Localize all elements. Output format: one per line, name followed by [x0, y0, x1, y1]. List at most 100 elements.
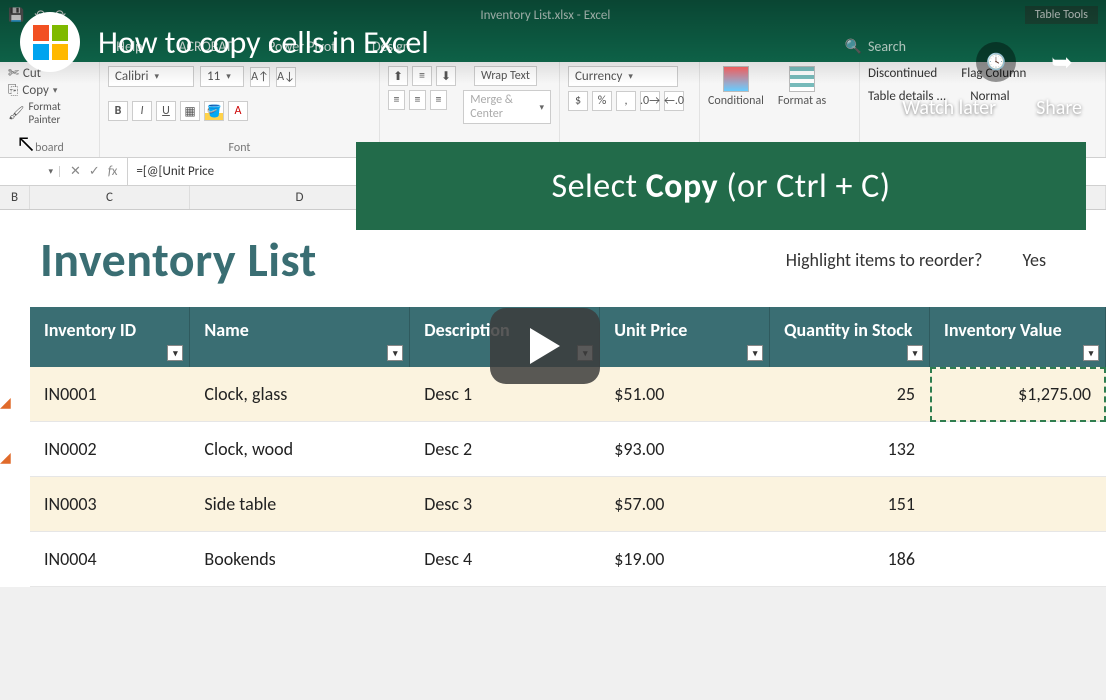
format-as-table-button[interactable]: Format as: [778, 66, 826, 108]
cell-value[interactable]: [930, 422, 1106, 477]
table-style-discontinued[interactable]: Discontinued: [868, 66, 937, 81]
tab-acrobat[interactable]: ACROBAT: [173, 34, 239, 59]
number-format-select[interactable]: Currency▾: [568, 66, 678, 87]
col-header-B[interactable]: B: [0, 186, 30, 209]
cell-desc[interactable]: Desc 2: [410, 422, 600, 477]
enter-formula-icon[interactable]: ✓: [89, 164, 100, 179]
th-qty-stock[interactable]: Quantity in Stock▾: [770, 307, 930, 367]
tab-powerpivot[interactable]: Power Pivot: [262, 34, 342, 59]
filter-icon[interactable]: ▾: [167, 345, 183, 361]
tell-me-search[interactable]: 🔍 Search: [845, 38, 907, 55]
comma-button[interactable]: ,: [616, 91, 636, 111]
cell-qty[interactable]: 151: [770, 477, 930, 532]
th-inventory-id[interactable]: Inventory ID▾: [30, 307, 190, 367]
percent-button[interactable]: %: [592, 91, 612, 111]
align-center-button[interactable]: ≡: [409, 90, 426, 110]
chevron-down-icon: ▾: [154, 71, 159, 82]
decrease-decimal-button[interactable]: ←.0: [664, 91, 684, 111]
cell-price[interactable]: $57.00: [600, 477, 770, 532]
cell-id[interactable]: IN0004: [30, 532, 190, 587]
chevron-down-icon: ▾: [48, 166, 53, 177]
cell-name[interactable]: Bookends: [190, 532, 410, 587]
table-row[interactable]: IN0003Side tableDesc 3$57.00151: [0, 477, 1106, 532]
cell-qty[interactable]: 132: [770, 422, 930, 477]
cell-name[interactable]: Clock, glass: [190, 367, 410, 422]
format-painter-button[interactable]: 🖌Format Painter: [8, 100, 91, 126]
group-label-font: Font: [108, 139, 371, 155]
increase-decimal-button[interactable]: .0→: [640, 91, 660, 111]
fill-color-button[interactable]: 🪣: [204, 101, 224, 121]
conditional-formatting-button[interactable]: Conditional: [708, 66, 764, 108]
wrap-text-button[interactable]: Wrap Text: [474, 66, 537, 86]
th-unit-price[interactable]: Unit Price▾: [600, 307, 770, 367]
filter-icon[interactable]: ▾: [1083, 345, 1099, 361]
merge-center-button[interactable]: Merge & Center▾: [463, 90, 551, 124]
filter-icon[interactable]: ▾: [387, 345, 403, 361]
tab-help[interactable]: Help: [110, 34, 148, 59]
watch-later-label: Watch later: [902, 96, 996, 120]
sheet-title: Inventory List: [40, 230, 317, 289]
cell-id[interactable]: IN0003: [30, 477, 190, 532]
font-size-select[interactable]: 11▾: [200, 66, 244, 87]
share-button[interactable]: ➥: [1042, 42, 1082, 82]
table-row[interactable]: IN0004BookendsDesc 4$19.00186: [0, 532, 1106, 587]
currency-button[interactable]: $: [568, 91, 588, 111]
banner-suffix: (or Ctrl + C): [718, 166, 890, 207]
play-button[interactable]: [490, 308, 600, 384]
font-name-select[interactable]: Calibri▾: [108, 66, 194, 87]
paintbrush-icon: 🖌: [8, 106, 25, 121]
col-header-C[interactable]: C: [30, 186, 190, 209]
reorder-answer: Yes: [1023, 249, 1046, 271]
worksheet[interactable]: Inventory List Highlight items to reorde…: [0, 210, 1106, 587]
cell-desc[interactable]: Desc 4: [410, 532, 600, 587]
copy-icon: ⎘: [8, 83, 18, 98]
align-left-button[interactable]: ≡: [388, 90, 405, 110]
cell-id[interactable]: IN0002: [30, 422, 190, 477]
cell-name[interactable]: Side table: [190, 477, 410, 532]
autosave-icon[interactable]: 💾: [8, 8, 24, 23]
shrink-font-button[interactable]: A↓: [276, 67, 296, 87]
align-bottom-button[interactable]: ⬇: [436, 66, 456, 86]
cell-price[interactable]: $93.00: [600, 422, 770, 477]
tab-design[interactable]: Design: [366, 34, 416, 59]
align-top-button[interactable]: ⬆: [388, 66, 408, 86]
cell-price[interactable]: $51.00: [600, 367, 770, 422]
table-tools-tab[interactable]: Table Tools: [1025, 6, 1098, 24]
reorder-flag-icon: ◢: [0, 449, 11, 466]
cell-value[interactable]: [930, 532, 1106, 587]
cell-value[interactable]: $1,275.00: [930, 367, 1106, 422]
filter-icon[interactable]: ▾: [747, 345, 763, 361]
align-middle-button[interactable]: ≡: [412, 66, 432, 86]
cell-name[interactable]: Clock, wood: [190, 422, 410, 477]
play-icon: [530, 328, 560, 364]
redo-icon[interactable]: ↷: [55, 8, 66, 23]
th-inventory-value[interactable]: Inventory Value▾: [930, 307, 1106, 367]
banner-bold: Copy: [646, 166, 718, 207]
table-row[interactable]: ◢ IN0002Clock, woodDesc 2$93.00132: [0, 422, 1106, 477]
underline-button[interactable]: U: [156, 101, 176, 121]
clock-icon: 🕓: [986, 52, 1006, 72]
cell-price[interactable]: $19.00: [600, 532, 770, 587]
font-color-button[interactable]: A: [228, 101, 248, 121]
italic-button[interactable]: I: [132, 101, 152, 121]
cell-qty[interactable]: 186: [770, 532, 930, 587]
cell-id[interactable]: IN0001: [30, 367, 190, 422]
cancel-formula-icon[interactable]: ✕: [70, 164, 81, 179]
cell-qty[interactable]: 25: [770, 367, 930, 422]
cell-desc[interactable]: Desc 3: [410, 477, 600, 532]
align-right-button[interactable]: ≡: [430, 90, 447, 110]
filter-icon[interactable]: ▾: [907, 345, 923, 361]
format-as-table-icon: [789, 66, 815, 92]
fx-icon[interactable]: fx: [108, 164, 118, 179]
cut-button[interactable]: ✄Cut: [8, 66, 91, 81]
share-icon: ➥: [1051, 46, 1073, 78]
name-box[interactable]: ▾: [0, 166, 60, 177]
undo-icon[interactable]: ↶: [34, 8, 45, 23]
bold-button[interactable]: B: [108, 101, 128, 121]
grow-font-button[interactable]: A↑: [250, 67, 270, 87]
cell-value[interactable]: [930, 477, 1106, 532]
th-name[interactable]: Name▾: [190, 307, 410, 367]
copy-button[interactable]: ⎘Copy▾: [8, 83, 91, 98]
border-button[interactable]: ▦: [180, 101, 200, 121]
watch-later-button[interactable]: 🕓: [976, 42, 1016, 82]
